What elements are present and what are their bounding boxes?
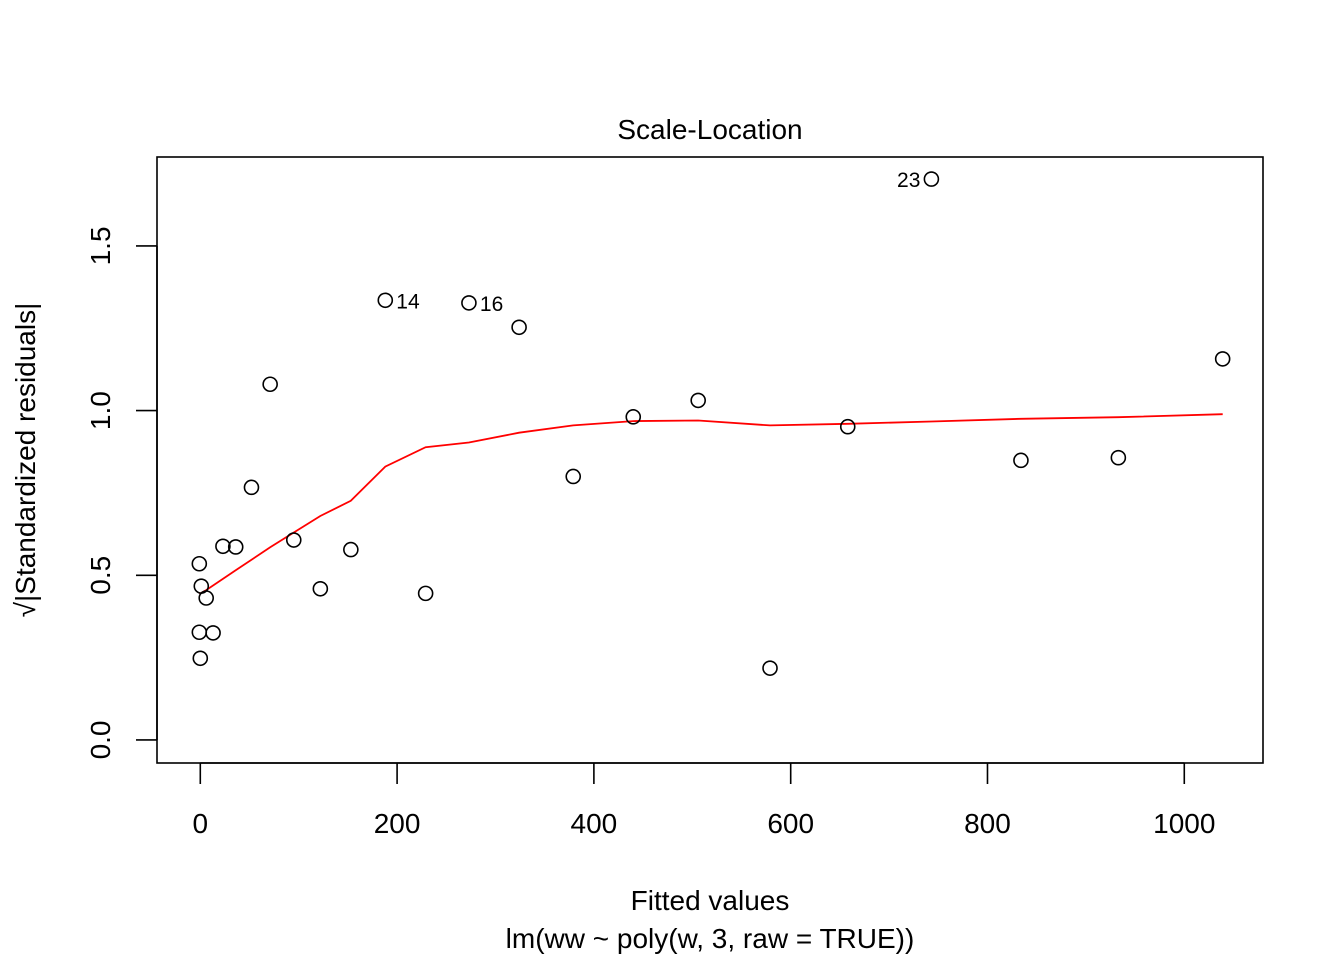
data-point	[205, 625, 221, 641]
data-point	[690, 392, 706, 409]
x-tick-label: 200	[374, 808, 421, 839]
y-axis-label: √|Standardized residuals|	[10, 303, 41, 618]
data-point	[343, 541, 359, 558]
point-label: 14	[396, 290, 420, 313]
x-tick-label: 800	[964, 808, 1011, 839]
data-point	[198, 590, 214, 606]
y-axis: 0.0 0.5 1.0 1.5	[85, 226, 158, 759]
data-point	[762, 660, 778, 676]
data-point	[215, 538, 231, 555]
point-label: 23	[897, 169, 920, 192]
data-point	[191, 624, 208, 641]
data-point	[243, 479, 260, 496]
x-axis-label: Fitted values	[631, 885, 790, 916]
x-tick-label: 0	[193, 808, 209, 839]
y-tick-label: 0.0	[85, 720, 116, 759]
data-point	[839, 418, 856, 435]
smoother-line	[198, 413, 1223, 595]
data-point	[377, 292, 394, 309]
x-axis: 0 200 400 600 800 1000	[193, 762, 1215, 839]
data-point	[625, 409, 642, 425]
point-series	[191, 171, 1231, 676]
data-point	[227, 539, 244, 555]
point-annotations: 14 16 23	[396, 169, 920, 316]
data-point	[312, 580, 329, 597]
data-point	[1110, 449, 1127, 466]
data-point	[1013, 452, 1029, 469]
data-point	[461, 295, 477, 311]
point-label: 16	[480, 293, 503, 316]
data-point	[417, 585, 434, 602]
x-tick-label: 600	[767, 808, 814, 839]
y-tick-label: 1.0	[85, 391, 116, 430]
x-tick-label: 400	[571, 808, 618, 839]
data-point	[565, 468, 582, 485]
data-point	[262, 376, 278, 393]
data-point	[511, 319, 527, 336]
data-point	[192, 650, 209, 667]
data-point	[191, 555, 208, 572]
data-point	[923, 171, 940, 187]
data-point	[285, 532, 302, 548]
y-tick-label: 1.5	[85, 226, 116, 265]
x-tick-label: 1000	[1153, 808, 1215, 839]
smoother-series	[198, 413, 1223, 595]
y-tick-label: 0.5	[85, 556, 116, 595]
data-point	[1214, 351, 1231, 367]
x-axis-sublabel: lm(ww ~ poly(w, 3, raw = TRUE))	[506, 923, 915, 954]
plot-frame	[156, 156, 1264, 764]
chart-title: Scale-Location	[617, 114, 802, 145]
